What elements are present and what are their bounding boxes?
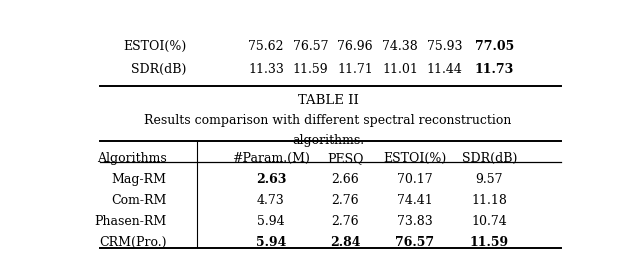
Text: 4.73: 4.73 [257,194,285,207]
Text: 11.73: 11.73 [474,63,514,76]
Text: 2.76: 2.76 [332,215,359,228]
Text: 9.57: 9.57 [476,173,503,186]
Text: 2.76: 2.76 [332,194,359,207]
Text: 77.05: 77.05 [474,40,514,53]
Text: Mag-RM: Mag-RM [112,173,167,186]
Text: 11.59: 11.59 [293,63,328,76]
Text: CRM(Pro.): CRM(Pro.) [99,236,167,249]
Text: 5.94: 5.94 [257,215,285,228]
Text: 75.62: 75.62 [248,40,284,53]
Text: SDR(dB): SDR(dB) [461,152,517,165]
Text: ESTOI(%): ESTOI(%) [124,40,187,53]
Text: #Param.(M): #Param.(M) [232,152,310,165]
Text: 70.17: 70.17 [397,173,433,186]
Text: Com-RM: Com-RM [111,194,167,207]
Text: 76.57: 76.57 [396,236,435,249]
Text: 76.96: 76.96 [337,40,373,53]
Text: 75.93: 75.93 [427,40,462,53]
Text: SDR(dB): SDR(dB) [131,63,187,76]
Text: 2.84: 2.84 [330,236,360,249]
Text: 11.44: 11.44 [427,63,463,76]
Text: 10.74: 10.74 [471,215,507,228]
Text: 11.01: 11.01 [382,63,418,76]
Text: algorithms.: algorithms. [292,134,364,147]
Text: 11.71: 11.71 [337,63,373,76]
Text: Results comparison with different spectral reconstruction: Results comparison with different spectr… [144,114,512,127]
Text: Algorithms: Algorithms [97,152,167,165]
Text: 2.66: 2.66 [332,173,359,186]
Text: 76.57: 76.57 [293,40,328,53]
Text: 2.63: 2.63 [256,173,286,186]
Text: 5.94: 5.94 [256,236,286,249]
Text: 11.33: 11.33 [248,63,284,76]
Text: 73.83: 73.83 [397,215,433,228]
Text: 74.41: 74.41 [397,194,433,207]
Text: PESQ: PESQ [327,152,364,165]
Text: 11.59: 11.59 [470,236,509,249]
Text: 74.38: 74.38 [382,40,418,53]
Text: TABLE II: TABLE II [298,94,358,107]
Text: ESTOI(%): ESTOI(%) [383,152,447,165]
Text: Phasen-RM: Phasen-RM [95,215,167,228]
Text: 11.18: 11.18 [471,194,507,207]
